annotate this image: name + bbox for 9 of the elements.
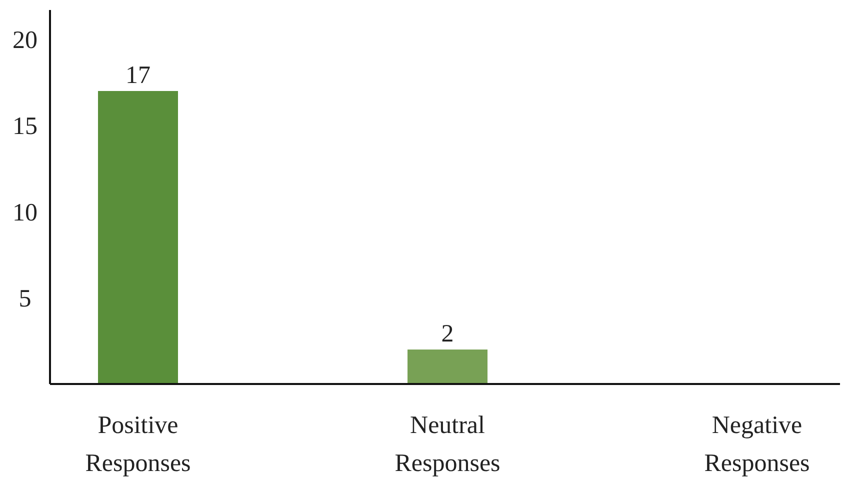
data-label: 17 bbox=[126, 62, 150, 90]
y-tick-label: 20 bbox=[12, 27, 38, 54]
y-tick-label: 10 bbox=[12, 199, 38, 226]
x-tick-label: Negative Responses bbox=[704, 412, 810, 477]
y-tick-label: 5 bbox=[18, 286, 32, 313]
data-label: 2 bbox=[441, 320, 454, 348]
x-tick-label: Positive Responses bbox=[85, 412, 191, 477]
y-tick-label: 15 bbox=[12, 113, 38, 140]
x-tick-label: Neutral Responses bbox=[394, 412, 500, 477]
